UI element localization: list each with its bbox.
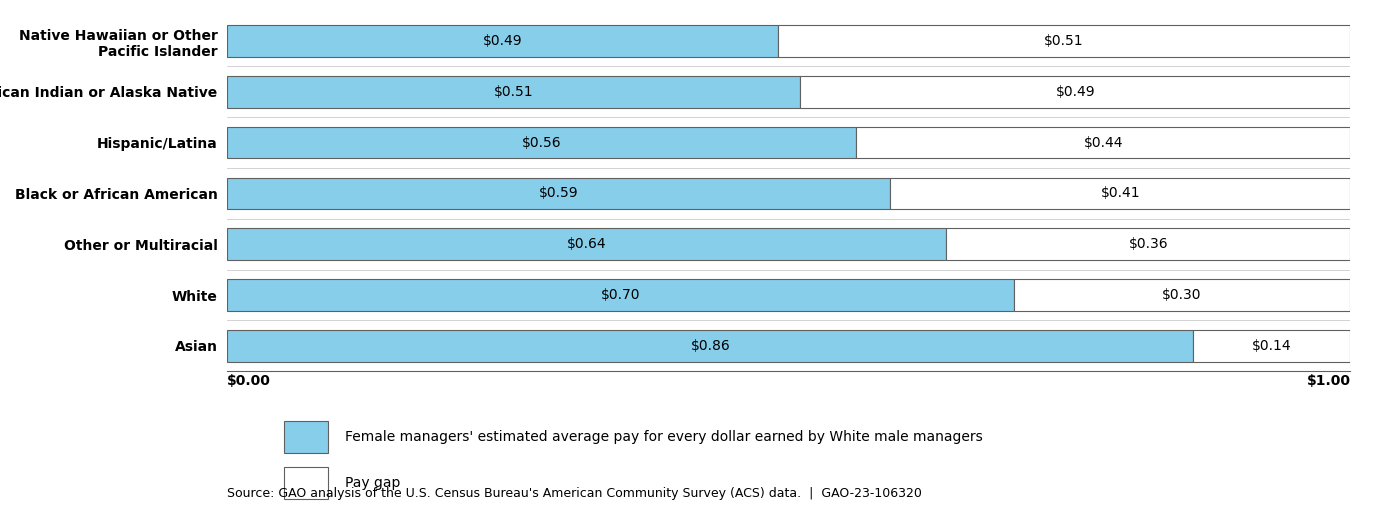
Bar [227, 25, 777, 57]
Bar [1193, 330, 1350, 362]
Text: $0.49: $0.49 [1056, 85, 1096, 99]
Text: $1.00: $1.00 [1306, 374, 1350, 388]
Text: $0.36: $0.36 [1129, 237, 1169, 251]
Text: $0.70: $0.70 [601, 288, 641, 302]
Text: $0.14: $0.14 [1253, 339, 1291, 353]
Text: $0.30: $0.30 [1162, 288, 1202, 302]
Bar [227, 330, 1193, 362]
Bar [947, 228, 1350, 260]
Bar [227, 228, 947, 260]
Bar [777, 25, 1350, 57]
Text: $0.51: $0.51 [1045, 34, 1084, 48]
Text: Source: GAO analysis of the U.S. Census Bureau's American Community Survey (ACS): Source: GAO analysis of the U.S. Census … [227, 487, 922, 499]
Text: $0.51: $0.51 [493, 85, 533, 99]
Bar [227, 76, 801, 107]
Bar [890, 178, 1350, 209]
Text: $0.56: $0.56 [522, 136, 562, 150]
Text: $0.00: $0.00 [227, 374, 271, 388]
Text: $0.49: $0.49 [482, 34, 522, 48]
Text: $0.86: $0.86 [690, 339, 730, 353]
Bar [227, 279, 1014, 311]
Text: Female managers' estimated average pay for every dollar earned by White male man: Female managers' estimated average pay f… [346, 430, 983, 444]
Bar [801, 76, 1350, 107]
Text: Pay gap: Pay gap [346, 476, 401, 490]
Text: $0.44: $0.44 [1083, 136, 1123, 150]
FancyBboxPatch shape [284, 421, 328, 453]
Bar [227, 178, 890, 209]
Text: $0.64: $0.64 [566, 237, 606, 251]
Text: $0.59: $0.59 [539, 187, 579, 201]
Text: $0.41: $0.41 [1101, 187, 1140, 201]
Bar [856, 127, 1350, 158]
Bar [227, 127, 856, 158]
Bar [1014, 279, 1350, 311]
FancyBboxPatch shape [284, 467, 328, 499]
